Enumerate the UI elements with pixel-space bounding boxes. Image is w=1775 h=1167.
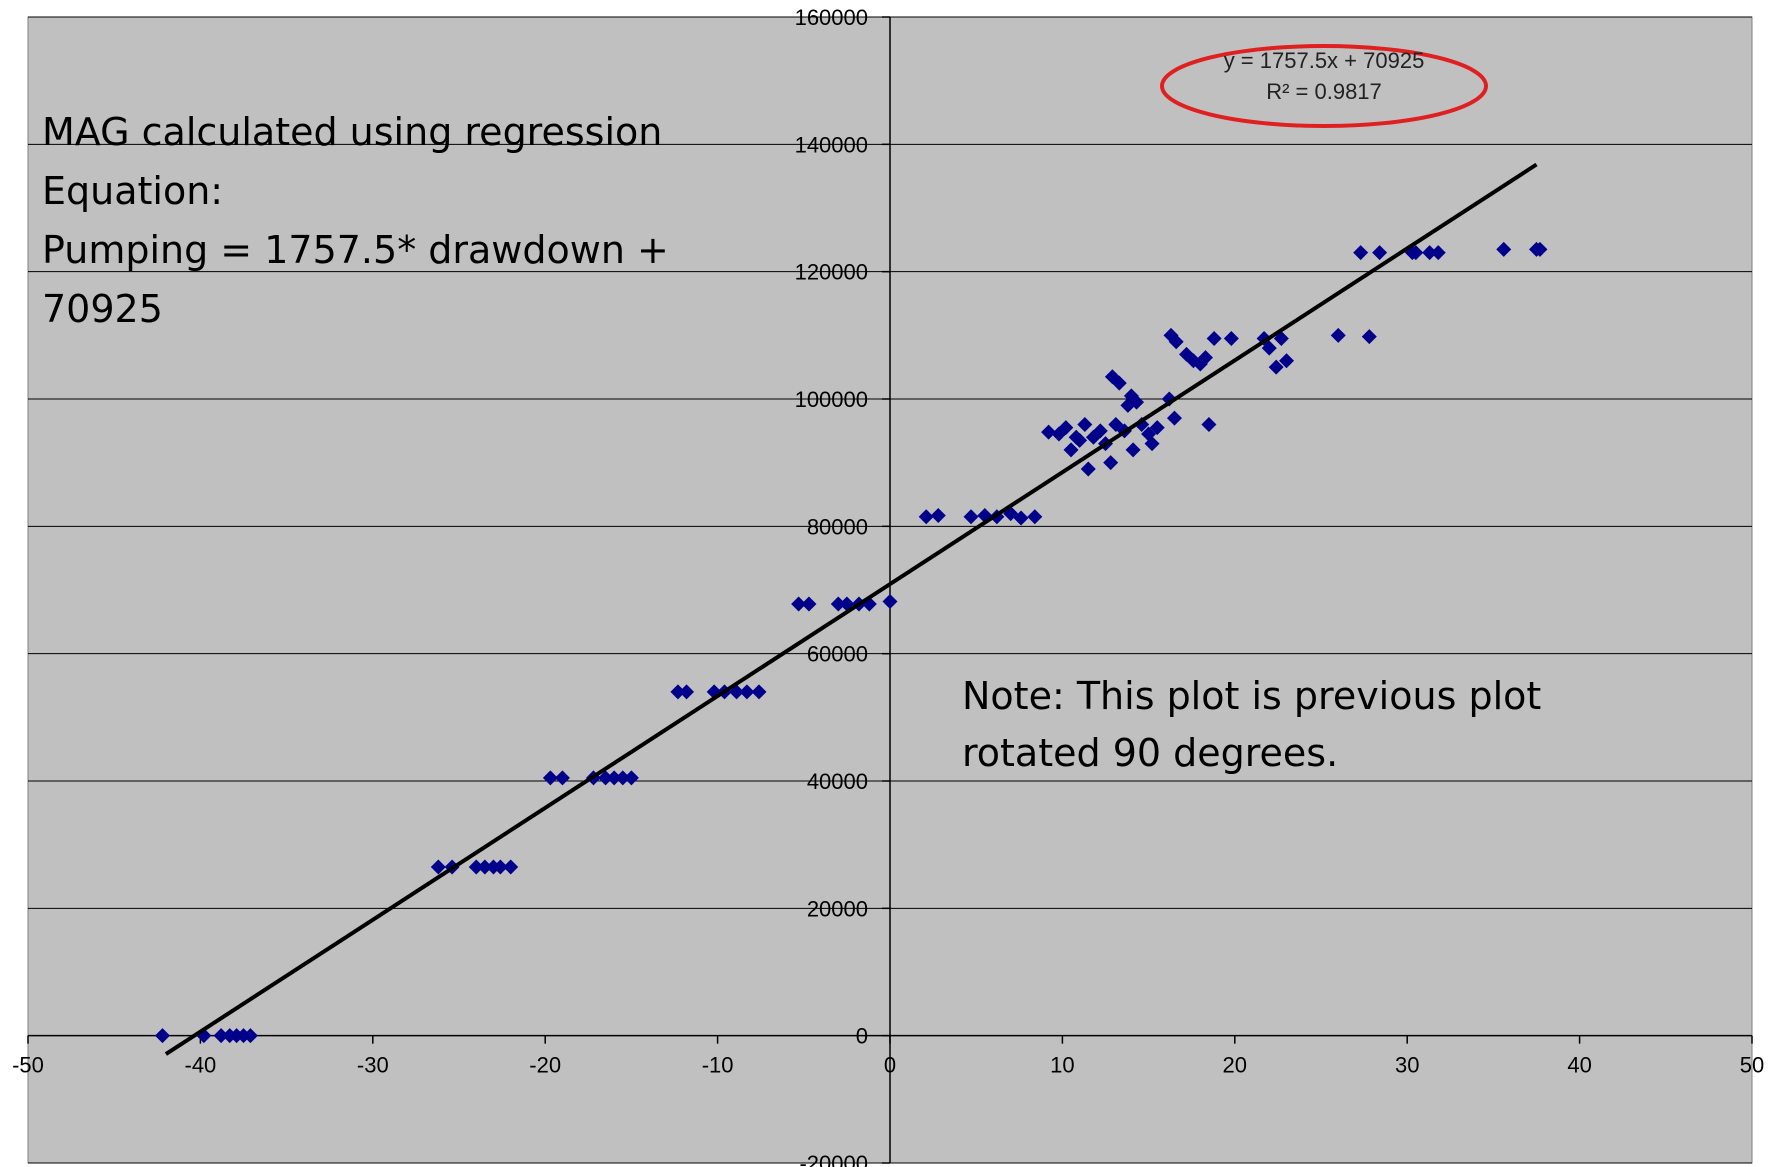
data-point <box>542 770 558 786</box>
y-tick-label: 0 <box>856 1024 868 1049</box>
data-point <box>615 770 631 786</box>
r-squared-label: R² = 0.9817 <box>1266 79 1382 104</box>
x-tick-label: 0 <box>884 1053 896 1078</box>
data-point <box>791 596 807 612</box>
y-tick-label: 120000 <box>795 260 868 285</box>
x-tick-label: 40 <box>1567 1053 1591 1078</box>
data-point <box>1027 509 1043 525</box>
equation-box: y = 1757.5x + 70925 R² = 0.9817 <box>1160 44 1488 128</box>
data-point <box>1201 416 1217 432</box>
data-point <box>1013 510 1029 526</box>
data-point <box>751 684 767 700</box>
note-line-1: Note: This plot is previous plot <box>962 674 1541 718</box>
data-point <box>739 684 755 700</box>
data-point <box>1080 461 1096 477</box>
y-tick-label: 60000 <box>807 642 868 667</box>
description-line-4: 70925 <box>42 287 163 331</box>
data-point <box>882 593 898 609</box>
data-point <box>554 770 570 786</box>
data-point <box>918 509 934 525</box>
data-point <box>679 684 695 700</box>
data-point <box>1168 334 1184 350</box>
data-point <box>1111 375 1127 391</box>
data-point <box>1197 350 1213 366</box>
data-point <box>1279 353 1295 369</box>
data-point <box>1149 420 1165 436</box>
data-point <box>1129 394 1145 410</box>
data-point <box>1134 416 1150 432</box>
x-tick-label: 20 <box>1223 1053 1247 1078</box>
data-point <box>1330 327 1346 343</box>
data-point <box>1077 416 1093 432</box>
data-point <box>1103 455 1119 471</box>
data-point <box>670 684 686 700</box>
x-tick-labels: -50 -40 -30 -20 -10 0 10 20 30 40 50 <box>12 1053 1764 1078</box>
y-tick-label: 140000 <box>795 132 868 157</box>
note-line-2: rotated 90 degrees. <box>962 731 1338 775</box>
x-tick-label: -10 <box>702 1053 734 1078</box>
x-tick-label: 50 <box>1740 1053 1764 1078</box>
data-point <box>1430 245 1446 261</box>
data-point <box>1041 424 1057 440</box>
y-tick-label: 40000 <box>807 769 868 794</box>
data-point <box>1072 432 1088 448</box>
data-point <box>801 596 817 612</box>
rotation-note: Note: This plot is previous plot rotated… <box>962 674 1541 775</box>
x-tick-label: -40 <box>185 1053 217 1078</box>
data-point <box>930 508 946 524</box>
data-point <box>1206 331 1222 347</box>
data-point <box>242 1028 258 1044</box>
data-point <box>1268 359 1284 375</box>
y-tick-label: -20000 <box>799 1151 868 1167</box>
x-tick-label: 10 <box>1050 1053 1074 1078</box>
data-point <box>1532 241 1548 257</box>
trendline <box>164 162 1538 1056</box>
y-tick-label: 20000 <box>807 896 868 921</box>
data-point <box>468 859 484 875</box>
data-point <box>503 859 519 875</box>
description-line-2: Equation: <box>42 169 223 213</box>
data-point <box>1408 245 1424 261</box>
data-point <box>1063 442 1079 458</box>
y-tick-label: 160000 <box>795 5 868 30</box>
data-point <box>1353 245 1369 261</box>
data-point <box>1166 410 1182 426</box>
data-point <box>598 770 614 786</box>
axes <box>27 16 1753 1164</box>
x-tick-label: -20 <box>529 1053 561 1078</box>
trendline-equation: y = 1757.5x + 70925 <box>1224 48 1425 73</box>
data-point <box>1125 442 1141 458</box>
data-point <box>1092 423 1108 439</box>
description-line-3: Pumping = 1757.5* drawdown + <box>42 228 669 272</box>
data-point <box>1361 329 1377 345</box>
data-point <box>1496 241 1512 257</box>
regression-description: MAG calculated using regression Equation… <box>42 110 669 331</box>
data-point <box>830 596 846 612</box>
data-point <box>963 509 979 525</box>
description-line-1: MAG calculated using regression <box>42 110 662 154</box>
data-point <box>1372 245 1388 261</box>
x-tick-label: -30 <box>357 1053 389 1078</box>
data-point <box>1261 340 1277 356</box>
data-point <box>1223 331 1239 347</box>
data-point <box>623 770 639 786</box>
data-point <box>1422 245 1438 261</box>
y-tick-label: 80000 <box>807 514 868 539</box>
data-point <box>477 859 493 875</box>
y-tick-label: 100000 <box>795 387 868 412</box>
equation-highlight-ellipse <box>1160 44 1488 128</box>
data-point <box>154 1028 170 1044</box>
x-tick-label: 30 <box>1395 1053 1419 1078</box>
data-point <box>1058 420 1074 436</box>
y-tick-labels: -20000 0 20000 40000 60000 80000 100000 120000 1… <box>795 5 868 1167</box>
x-tick-label: -50 <box>12 1053 44 1078</box>
data-point <box>606 770 622 786</box>
data-point <box>1144 436 1160 452</box>
data-point <box>213 1028 229 1044</box>
data-point <box>430 859 446 875</box>
data-point <box>492 859 508 875</box>
